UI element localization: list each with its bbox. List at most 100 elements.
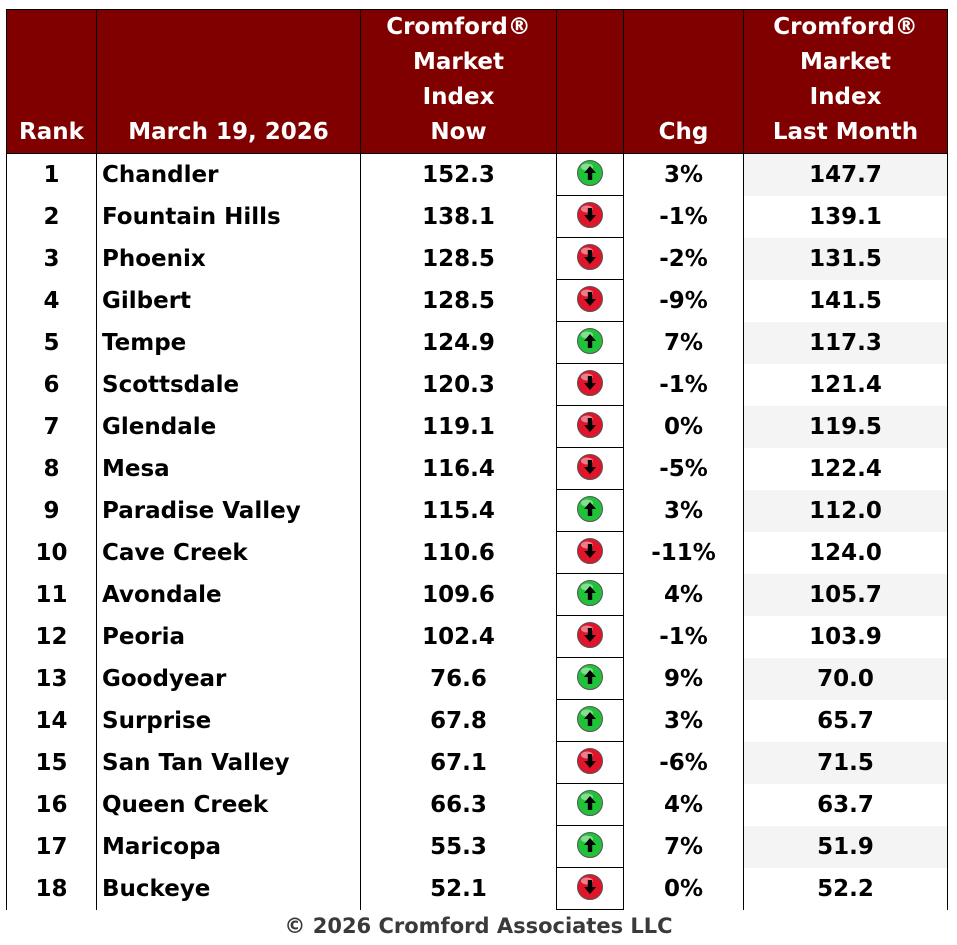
table-row: 5 Tempe 124.9 7% 117.3 — [6, 321, 948, 364]
index-last-month-cell: 51.9 — [743, 825, 948, 868]
table-row: 3 Phoenix 128.5 -2% 131.5 — [6, 237, 948, 280]
index-now-cell: 119.1 — [360, 405, 557, 448]
change-cell: 4% — [623, 573, 744, 616]
city-cell: Goodyear — [96, 657, 361, 700]
index-last-month-cell: 71.5 — [743, 741, 948, 784]
rank-cell: 8 — [6, 447, 97, 490]
direction-cell — [556, 279, 624, 322]
rank-cell: 15 — [6, 741, 97, 784]
change-cell: -6% — [623, 741, 744, 784]
red-down-arrow-icon — [577, 412, 603, 438]
city-cell: Tempe — [96, 321, 361, 364]
red-down-arrow-icon — [577, 202, 603, 228]
direction-cell — [556, 825, 624, 868]
index-now-cell: 124.9 — [360, 321, 557, 364]
table-row: 9 Paradise Valley 115.4 3% 112.0 — [6, 489, 948, 532]
rank-cell: 18 — [6, 867, 97, 910]
index-now-cell: 109.6 — [360, 573, 557, 616]
table-row: 12 Peoria 102.4 -1% 103.9 — [6, 615, 948, 658]
direction-cell — [556, 489, 624, 532]
index-last-month-cell: 121.4 — [743, 363, 948, 406]
table-row: 15 San Tan Valley 67.1 -6% 71.5 — [6, 741, 948, 784]
direction-cell — [556, 363, 624, 406]
change-cell: -9% — [623, 279, 744, 322]
green-up-arrow-icon — [577, 664, 603, 690]
table-row: 2 Fountain Hills 138.1 -1% 139.1 — [6, 195, 948, 238]
rank-cell: 16 — [6, 783, 97, 826]
index-last-month-cell: 112.0 — [743, 489, 948, 532]
city-cell: Phoenix — [96, 237, 361, 280]
table-row: 6 Scottsdale 120.3 -1% 121.4 — [6, 363, 948, 406]
index-now-cell: 67.1 — [360, 741, 557, 784]
change-cell: 4% — [623, 783, 744, 826]
red-down-arrow-icon — [577, 370, 603, 396]
direction-cell — [556, 153, 624, 196]
rank-header: Rank — [6, 9, 97, 154]
index-now-cell: 102.4 — [360, 615, 557, 658]
rank-cell: 6 — [6, 363, 97, 406]
copyright-footer: © 2026 Cromford Associates LLC — [284, 914, 673, 938]
change-cell: -5% — [623, 447, 744, 490]
table-row: 14 Surprise 67.8 3% 65.7 — [6, 699, 948, 742]
index-last-month-cell: 139.1 — [743, 195, 948, 238]
index-now-cell: 76.6 — [360, 657, 557, 700]
green-up-arrow-icon — [577, 706, 603, 732]
direction-cell — [556, 321, 624, 364]
rank-cell: 1 — [6, 153, 97, 196]
index-last-month-cell: 65.7 — [743, 699, 948, 742]
index-last-month-cell: 122.4 — [743, 447, 948, 490]
change-cell: -11% — [623, 531, 744, 574]
city-cell: Paradise Valley — [96, 489, 361, 532]
direction-cell — [556, 699, 624, 742]
direction-cell — [556, 195, 624, 238]
index-now-cell: 152.3 — [360, 153, 557, 196]
change-cell: -1% — [623, 615, 744, 658]
change-cell: 0% — [623, 405, 744, 448]
index-last-month-cell: 52.2 — [743, 867, 948, 910]
table-row: 10 Cave Creek 110.6 -11% 124.0 — [6, 531, 948, 574]
index-now-cell: 128.5 — [360, 237, 557, 280]
market-index-table: Rank March 19, 2026 Cromford® Market Ind… — [6, 9, 948, 910]
change-cell: 3% — [623, 489, 744, 532]
change-cell: -2% — [623, 237, 744, 280]
city-cell: San Tan Valley — [96, 741, 361, 784]
index-last-month-cell: 70.0 — [743, 657, 948, 700]
index-now-cell: 55.3 — [360, 825, 557, 868]
index-now-cell: 52.1 — [360, 867, 557, 910]
city-cell: Queen Creek — [96, 783, 361, 826]
green-up-arrow-icon — [577, 790, 603, 816]
index-now-cell: 115.4 — [360, 489, 557, 532]
index-last-month-cell: 105.7 — [743, 573, 948, 616]
index-last-month-cell: 147.7 — [743, 153, 948, 196]
city-cell: Mesa — [96, 447, 361, 490]
change-cell: 3% — [623, 153, 744, 196]
index-now-cell: 66.3 — [360, 783, 557, 826]
rank-cell: 9 — [6, 489, 97, 532]
change-cell: 0% — [623, 867, 744, 910]
table-row: 1 Chandler 152.3 3% 147.7 — [6, 153, 948, 196]
red-down-arrow-icon — [577, 454, 603, 480]
green-up-arrow-icon — [577, 160, 603, 186]
direction-cell — [556, 615, 624, 658]
direction-cell — [556, 447, 624, 490]
direction-cell — [556, 783, 624, 826]
rank-cell: 10 — [6, 531, 97, 574]
red-down-arrow-icon — [577, 538, 603, 564]
direction-cell — [556, 741, 624, 784]
table-row: 11 Avondale 109.6 4% 105.7 — [6, 573, 948, 616]
red-down-arrow-icon — [577, 874, 603, 900]
table-row: 8 Mesa 116.4 -5% 122.4 — [6, 447, 948, 490]
index-now-header: Cromford® Market Index Now — [360, 9, 557, 154]
direction-cell — [556, 573, 624, 616]
rank-cell: 5 — [6, 321, 97, 364]
red-down-arrow-icon — [577, 622, 603, 648]
red-down-arrow-icon — [577, 244, 603, 270]
city-cell: Scottsdale — [96, 363, 361, 406]
table-row: 18 Buckeye 52.1 0% 52.2 — [6, 867, 948, 910]
index-now-cell: 138.1 — [360, 195, 557, 238]
index-last-month-cell: 63.7 — [743, 783, 948, 826]
rank-cell: 12 — [6, 615, 97, 658]
green-up-arrow-icon — [577, 580, 603, 606]
rank-cell: 4 — [6, 279, 97, 322]
city-cell: Chandler — [96, 153, 361, 196]
